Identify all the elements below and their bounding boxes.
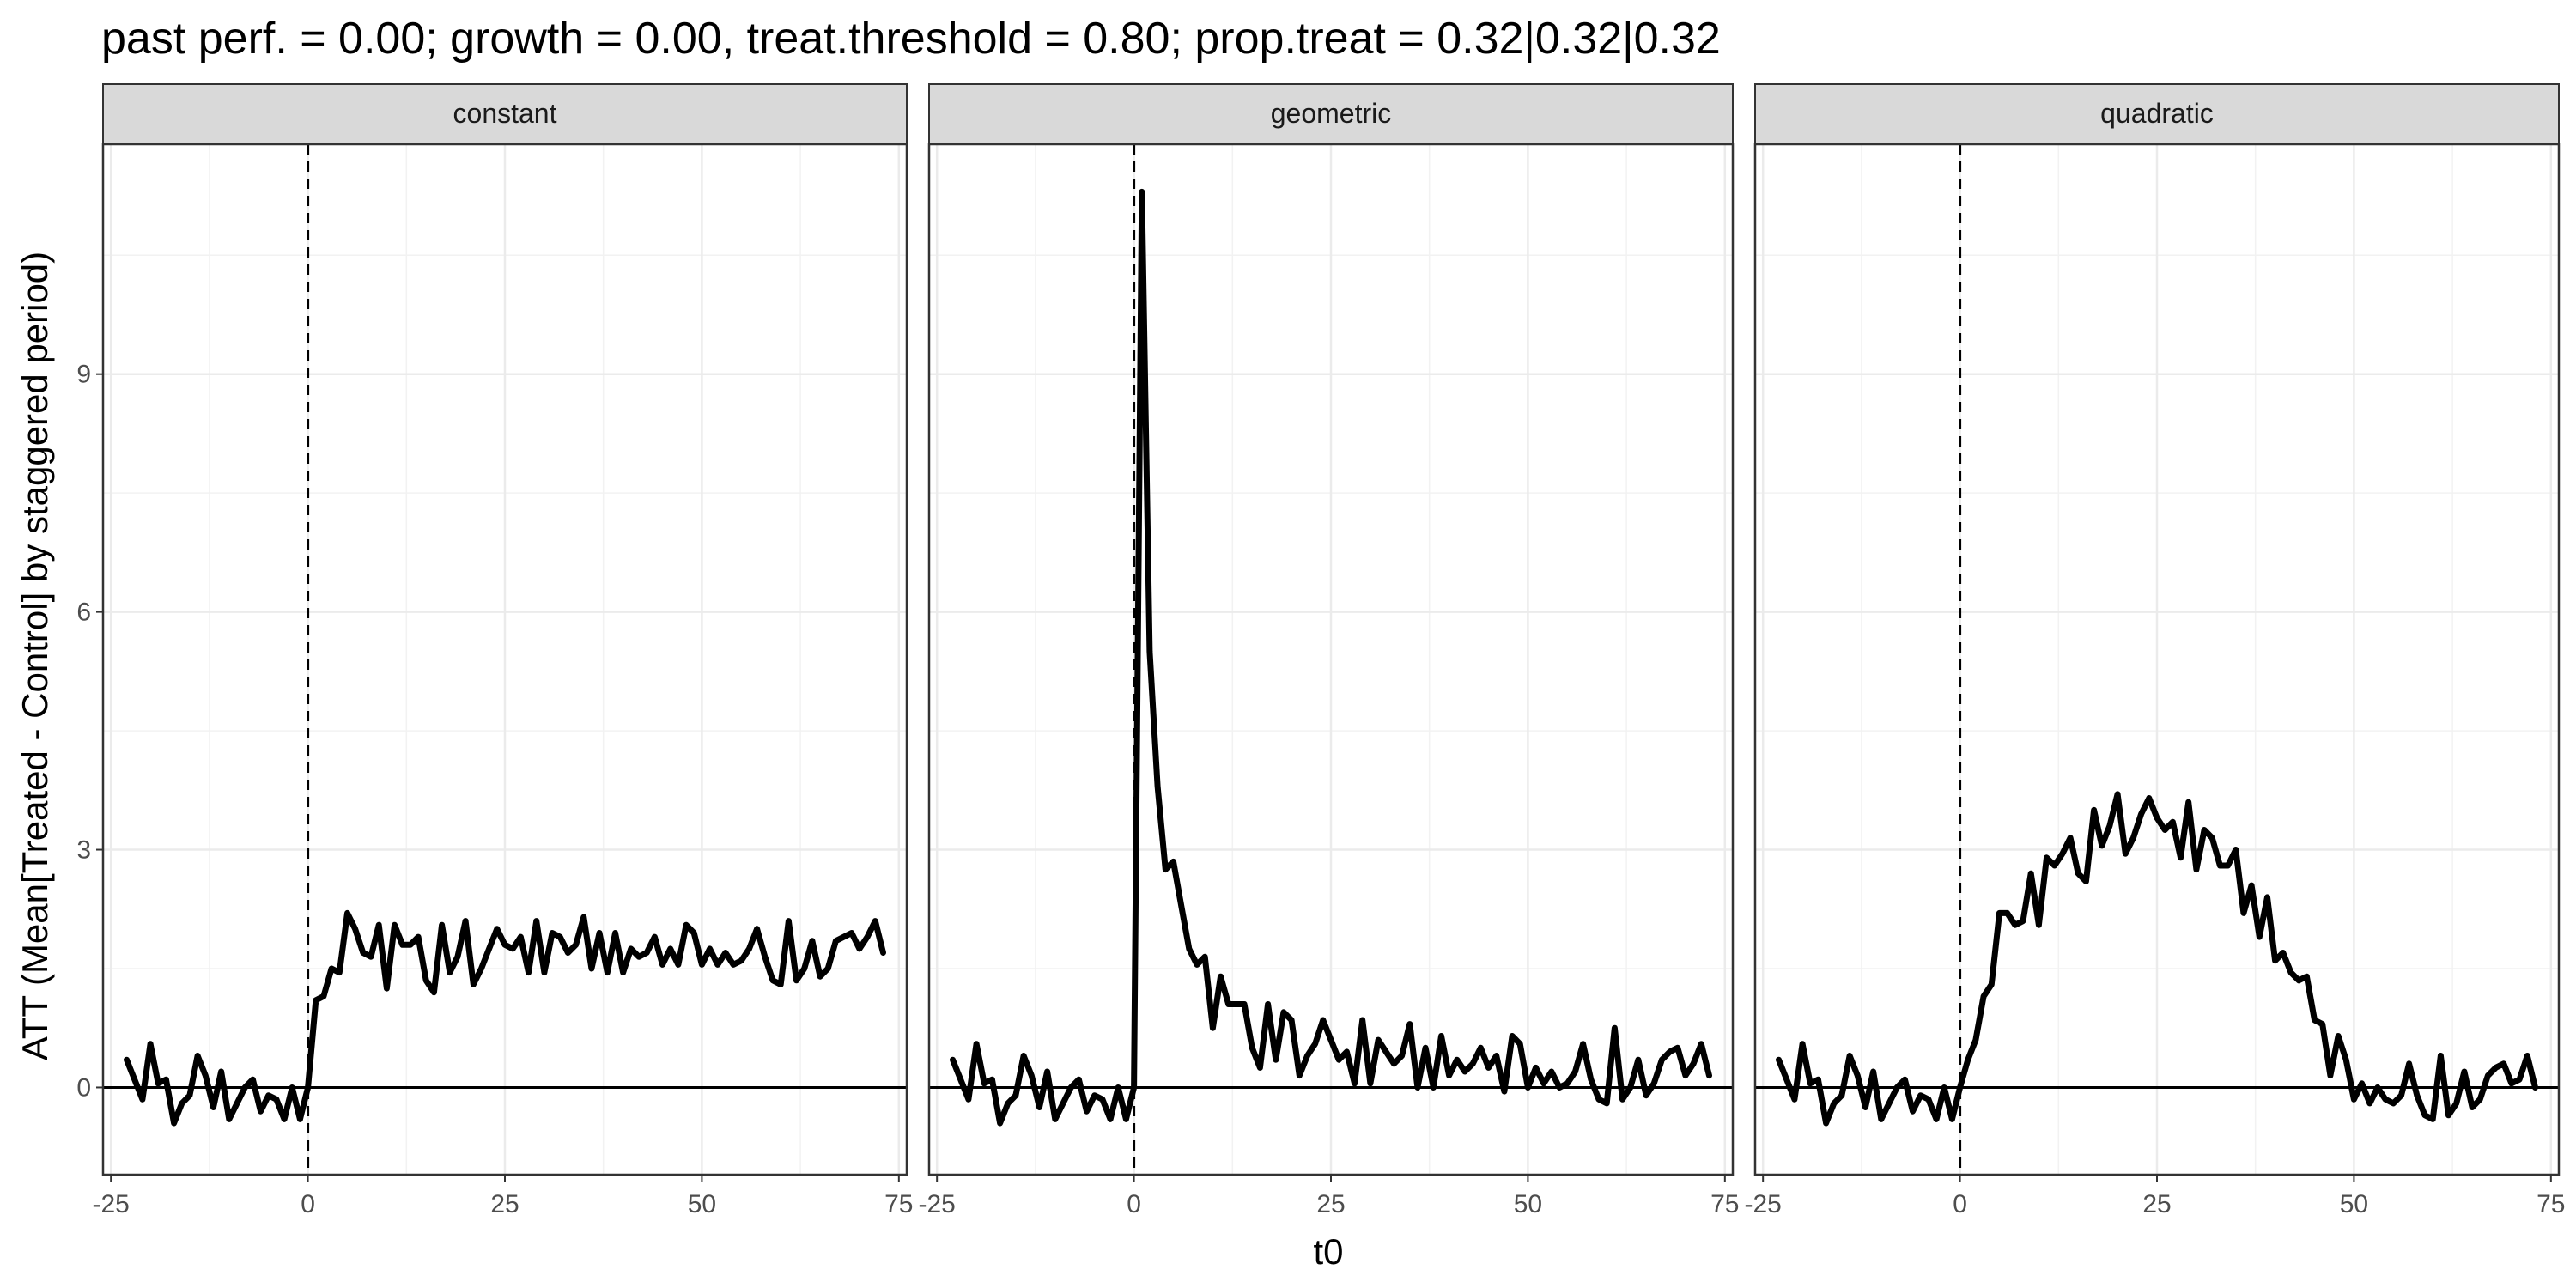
- x-axis-title: t0: [1313, 1231, 1343, 1272]
- x-tick-label: 25: [2142, 1190, 2171, 1218]
- y-tick-label: 0: [76, 1073, 91, 1102]
- x-tick-label: 50: [688, 1190, 716, 1218]
- series-line-quadratic: [1776, 791, 2538, 1127]
- x-tick-label: 25: [1316, 1190, 1345, 1218]
- x-tick-label: 0: [1127, 1190, 1141, 1218]
- facet-panel-constant: constant -25 0 25 50 75: [92, 83, 914, 1218]
- x-tick-label: -25: [92, 1190, 129, 1218]
- facet-strip: [1754, 83, 2560, 145]
- x-tick-label: 50: [1514, 1190, 1542, 1218]
- facet-strip: [102, 83, 908, 145]
- facet-strip-label: quadratic: [2100, 98, 2214, 129]
- x-tick-label: 75: [2537, 1190, 2565, 1218]
- x-tick-label: 75: [884, 1190, 913, 1218]
- y-tick-label: 9: [76, 361, 91, 389]
- facet-strip-label: geometric: [1271, 98, 1392, 129]
- x-tick-label: 0: [1953, 1190, 1967, 1218]
- chart-title: past perf. = 0.00; growth = 0.00, treat.…: [101, 14, 1721, 64]
- facet-panel-quadratic: quadratic -25 0 25 50 75: [1744, 83, 2566, 1218]
- x-tick-label: -25: [918, 1190, 955, 1218]
- series-line-geometric: [950, 188, 1712, 1127]
- x-tick-label: 50: [2340, 1190, 2368, 1218]
- y-axis-title: ATT (Mean[Treated - Control] by staggere…: [15, 252, 55, 1060]
- y-tick-label: 6: [76, 598, 91, 627]
- facet-strip: [928, 83, 1734, 145]
- facet-panels: 0 3 6 9 constant -25 0 25 50 75 geometric -25 0 25 50 7…: [76, 83, 2566, 1218]
- x-tick-label: -25: [1744, 1190, 1781, 1218]
- y-tick-label: 3: [76, 836, 91, 865]
- x-tick-label: 25: [490, 1190, 519, 1218]
- x-tick-label: 75: [1710, 1190, 1739, 1218]
- series-line-constant: [124, 909, 886, 1127]
- facet-panel-geometric: geometric -25 0 25 50 75: [918, 83, 1740, 1218]
- x-tick-label: 0: [301, 1190, 315, 1218]
- facet-strip-label: constant: [453, 98, 557, 129]
